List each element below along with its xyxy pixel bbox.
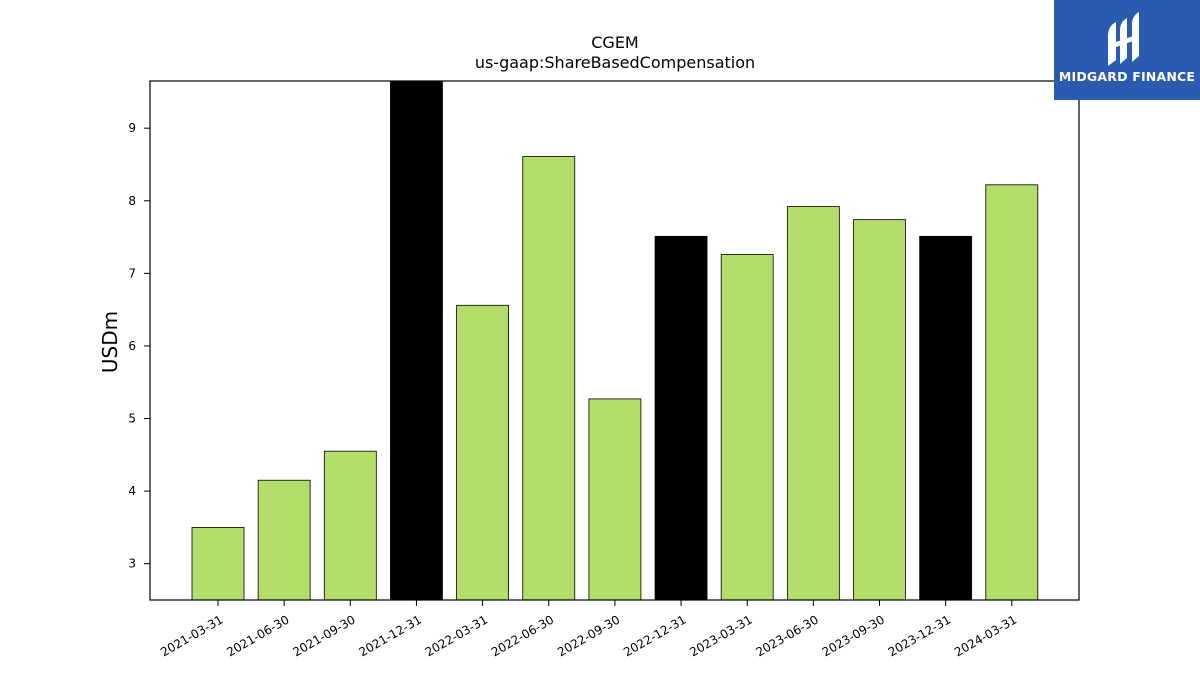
midgard-logo-icon bbox=[1108, 12, 1139, 66]
bar-2021-12-31 bbox=[390, 80, 443, 601]
bar-2022-09-30 bbox=[588, 398, 642, 601]
y-tick-label-8: 8 bbox=[128, 194, 136, 208]
y-tick-label-4: 4 bbox=[128, 484, 136, 498]
x-tick-label-2023-12-31: 2023-12-31 bbox=[886, 612, 953, 659]
bar-2022-12-31 bbox=[654, 235, 708, 601]
x-tick-label-2023-09-30: 2023-09-30 bbox=[820, 612, 887, 659]
y-tick-label-9: 9 bbox=[128, 121, 136, 135]
x-axis: 2021-03-312021-06-302021-09-302021-12-31… bbox=[158, 600, 1019, 659]
x-tick-label-2024-03-31: 2024-03-31 bbox=[952, 612, 1019, 659]
x-tick-label-2022-03-31: 2022-03-31 bbox=[423, 612, 490, 659]
y-tick-label-3: 3 bbox=[128, 557, 136, 571]
brand-name: MIDGARD FINANCE bbox=[1058, 69, 1196, 84]
x-tick-label-2023-03-31: 2023-03-31 bbox=[687, 612, 754, 659]
chart-subtitle: us-gaap:ShareBasedCompensation bbox=[475, 53, 755, 72]
y-axis: 3 4 5 6 7 8 9 bbox=[128, 121, 150, 571]
bar-2023-09-30 bbox=[853, 219, 906, 601]
x-tick-label-2022-12-31: 2022-12-31 bbox=[621, 612, 688, 659]
bar-2023-12-31 bbox=[919, 235, 973, 601]
chart-title: CGEM bbox=[591, 33, 638, 52]
y-axis-label: USDm bbox=[98, 311, 122, 373]
x-tick-label-2022-06-30: 2022-06-30 bbox=[489, 612, 556, 659]
y-tick-label-7: 7 bbox=[128, 266, 136, 280]
y-tick-label-5: 5 bbox=[128, 412, 136, 426]
y-tick-label-6: 6 bbox=[128, 339, 136, 353]
bar-2022-03-31 bbox=[456, 304, 510, 601]
bar-2023-06-30 bbox=[786, 206, 840, 601]
bar-2021-06-30 bbox=[257, 479, 311, 601]
bar-2023-03-31 bbox=[720, 254, 774, 601]
x-tick-label-2023-06-30: 2023-06-30 bbox=[753, 612, 820, 659]
brand-logo: MIDGARD FINANCE bbox=[1054, 0, 1200, 100]
x-tick-label-2021-09-30: 2021-09-30 bbox=[290, 612, 357, 659]
bar-2024-03-31 bbox=[985, 184, 1039, 601]
x-tick-label-2021-03-31: 2021-03-31 bbox=[158, 612, 225, 659]
bar-2021-09-30 bbox=[323, 450, 377, 601]
x-tick-label-2021-06-30: 2021-06-30 bbox=[224, 612, 291, 659]
bar-2022-06-30 bbox=[522, 156, 576, 601]
x-tick-label-2021-12-31: 2021-12-31 bbox=[357, 612, 424, 659]
bars-group bbox=[191, 80, 1039, 601]
bar-2021-03-31 bbox=[191, 527, 245, 601]
x-tick-label-2022-09-30: 2022-09-30 bbox=[555, 612, 622, 659]
